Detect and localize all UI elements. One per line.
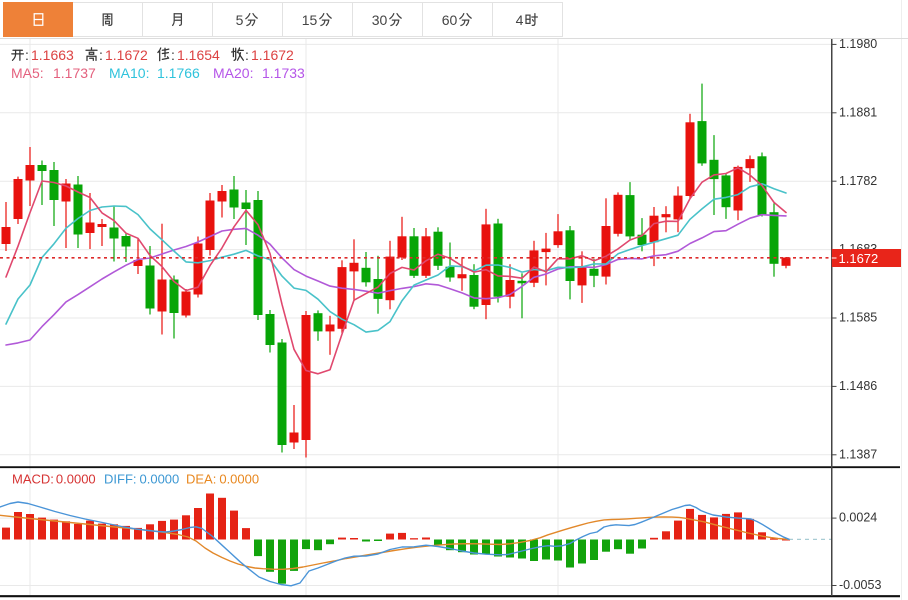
svg-text:1.1980: 1.1980 (839, 37, 877, 51)
svg-text:MACD:0.0000: MACD: 0.0000 (12, 472, 96, 487)
svg-text:1.1672: 1.1672 (839, 251, 879, 266)
svg-text:1.1881: 1.1881 (839, 105, 877, 119)
svg-text:DIFF:0.0000: DIFF: 0.0000 (104, 472, 179, 487)
svg-text:1.1585: 1.1585 (839, 311, 877, 325)
svg-text:1.1782: 1.1782 (839, 174, 877, 188)
svg-text:1.1387: 1.1387 (839, 447, 877, 461)
svg-text:0.0024: 0.0024 (839, 511, 877, 525)
svg-text:-0.0053: -0.0053 (839, 578, 881, 592)
svg-text:1.1486: 1.1486 (839, 379, 877, 393)
svg-text:DEA:0.0000: DEA: 0.0000 (186, 472, 259, 487)
